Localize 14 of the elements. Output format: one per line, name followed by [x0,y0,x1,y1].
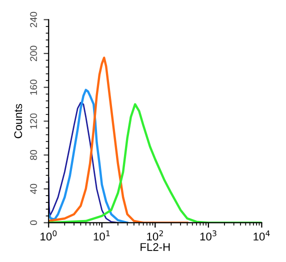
x-tick-label: 10$^{3}$ [200,230,216,240]
y-tick-label: 120 [30,113,37,129]
y-tick-label: 200 [30,46,37,62]
y-axis-title: Counts [14,104,22,138]
x-tick-label: 10$^{2}$ [147,230,163,240]
x-axis-title: FL2-H [140,243,170,251]
x-tick-label: 10$^{4}$ [254,230,270,241]
x-tick-label: 10$^{1}$ [94,230,110,241]
y-tick-label: 160 [30,80,37,95]
y-tick-label: 0 [30,220,37,226]
x-tick-label: 10$^{0}$ [40,230,57,240]
y-tick-label: 80 [30,150,37,160]
y-tick-label: 40 [30,184,37,194]
y-tick-label: 240 [30,12,37,28]
